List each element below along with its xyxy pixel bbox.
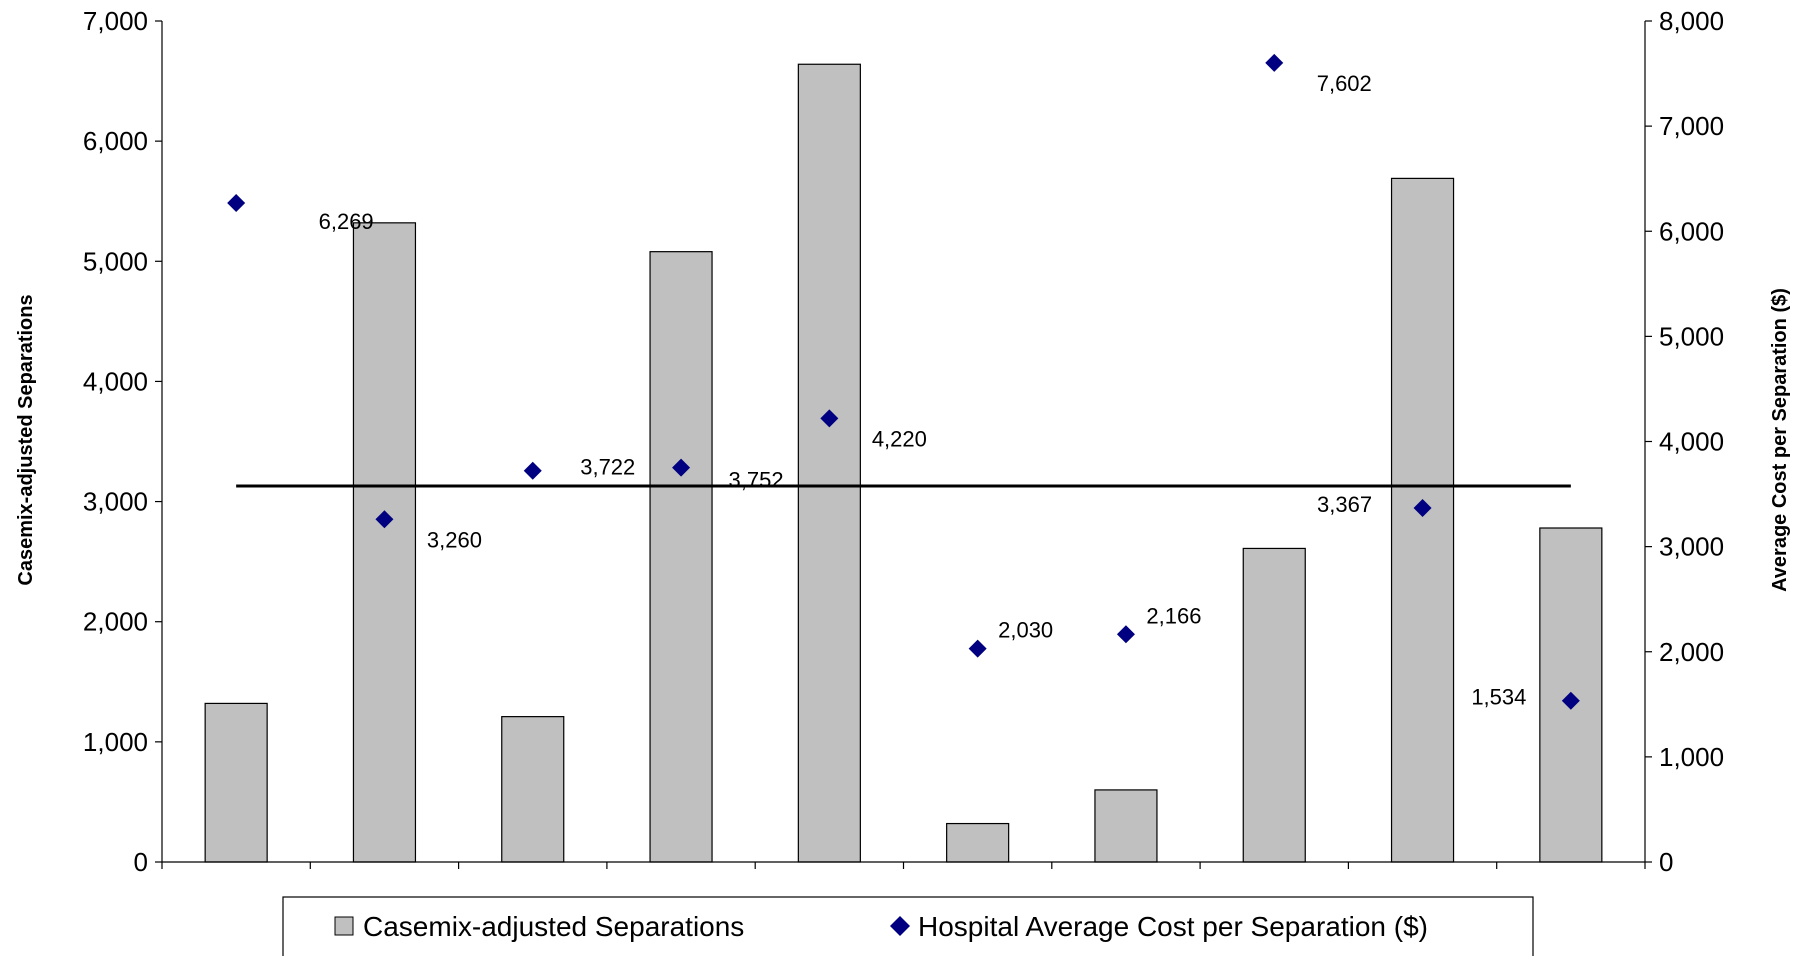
bar — [1094, 789, 1158, 863]
bar — [352, 222, 417, 863]
data-label: 6,269 — [319, 209, 374, 234]
data-label: 3,752 — [729, 468, 784, 493]
bar — [501, 716, 565, 863]
y-axis-right-title: Average Cost per Separation ($) — [1769, 288, 1791, 592]
bar — [797, 63, 861, 863]
data-point — [820, 409, 839, 428]
legend-swatch-bar — [334, 916, 354, 936]
data-point — [227, 193, 246, 212]
legend: Casemix-adjusted Separations Hospital Ave… — [282, 896, 1534, 956]
bar — [1242, 547, 1306, 863]
data-label: 1,534 — [1471, 685, 1526, 710]
data-label: 2,030 — [998, 618, 1053, 643]
data-label: 2,166 — [1146, 603, 1201, 628]
data-point — [1116, 625, 1135, 644]
data-label: 3,260 — [427, 527, 482, 552]
bar — [1390, 177, 1455, 863]
points-layer — [227, 53, 1580, 710]
y-tick-left-label: 0 — [134, 847, 148, 877]
data-point — [968, 639, 987, 658]
data-point — [1561, 691, 1580, 710]
y-tick-left-label: 6,000 — [83, 126, 148, 156]
data-label: 3,367 — [1317, 492, 1372, 517]
y-tick-left-label: 1,000 — [83, 727, 148, 757]
data-labels-layer: 6,269 3,260 3,722 3,752 4,220 2,030 2,166 7,602… — [319, 71, 1527, 710]
data-point — [1413, 499, 1432, 518]
bars-layer — [204, 63, 1603, 863]
y-tick-right-label: 7,000 — [1659, 111, 1724, 141]
bar — [946, 822, 1010, 863]
y-tick-right-label: 6,000 — [1659, 216, 1724, 246]
ticks-layer: 0 1,000 2,000 3,000 4,000 5,000 6,000 7,000 0 1,0… — [83, 6, 1724, 877]
y-tick-right-label: 8,000 — [1659, 6, 1724, 36]
legend-swatch-diamond — [890, 916, 910, 936]
data-label: 7,602 — [1317, 71, 1372, 96]
data-point — [375, 510, 394, 529]
y-tick-right-label: 2,000 — [1659, 637, 1724, 667]
data-label: 4,220 — [872, 426, 927, 451]
y-tick-right-label: 5,000 — [1659, 321, 1724, 351]
data-point — [523, 461, 542, 480]
legend-label-bar: Casemix-adjusted Separations — [363, 911, 744, 942]
bar — [649, 251, 713, 863]
y-tick-right-label: 3,000 — [1659, 532, 1724, 562]
y-tick-left-label: 2,000 — [83, 607, 148, 637]
data-point — [1265, 53, 1284, 72]
bar — [204, 702, 268, 863]
legend-label-points: Hospital Average Cost per Separation ($) — [918, 911, 1428, 942]
data-point — [672, 458, 691, 477]
data-label: 3,722 — [580, 455, 635, 480]
y-tick-right-label: 1,000 — [1659, 742, 1724, 772]
y-tick-left-label: 5,000 — [83, 246, 148, 276]
y-tick-left-label: 7,000 — [83, 6, 148, 36]
y-tick-right-label: 0 — [1659, 847, 1673, 877]
y-tick-left-label: 4,000 — [83, 366, 148, 396]
y-tick-left-label: 3,000 — [83, 487, 148, 517]
y-axis-left-title: Casemix-adjusted Separations — [15, 294, 37, 585]
y-tick-right-label: 4,000 — [1659, 427, 1724, 457]
